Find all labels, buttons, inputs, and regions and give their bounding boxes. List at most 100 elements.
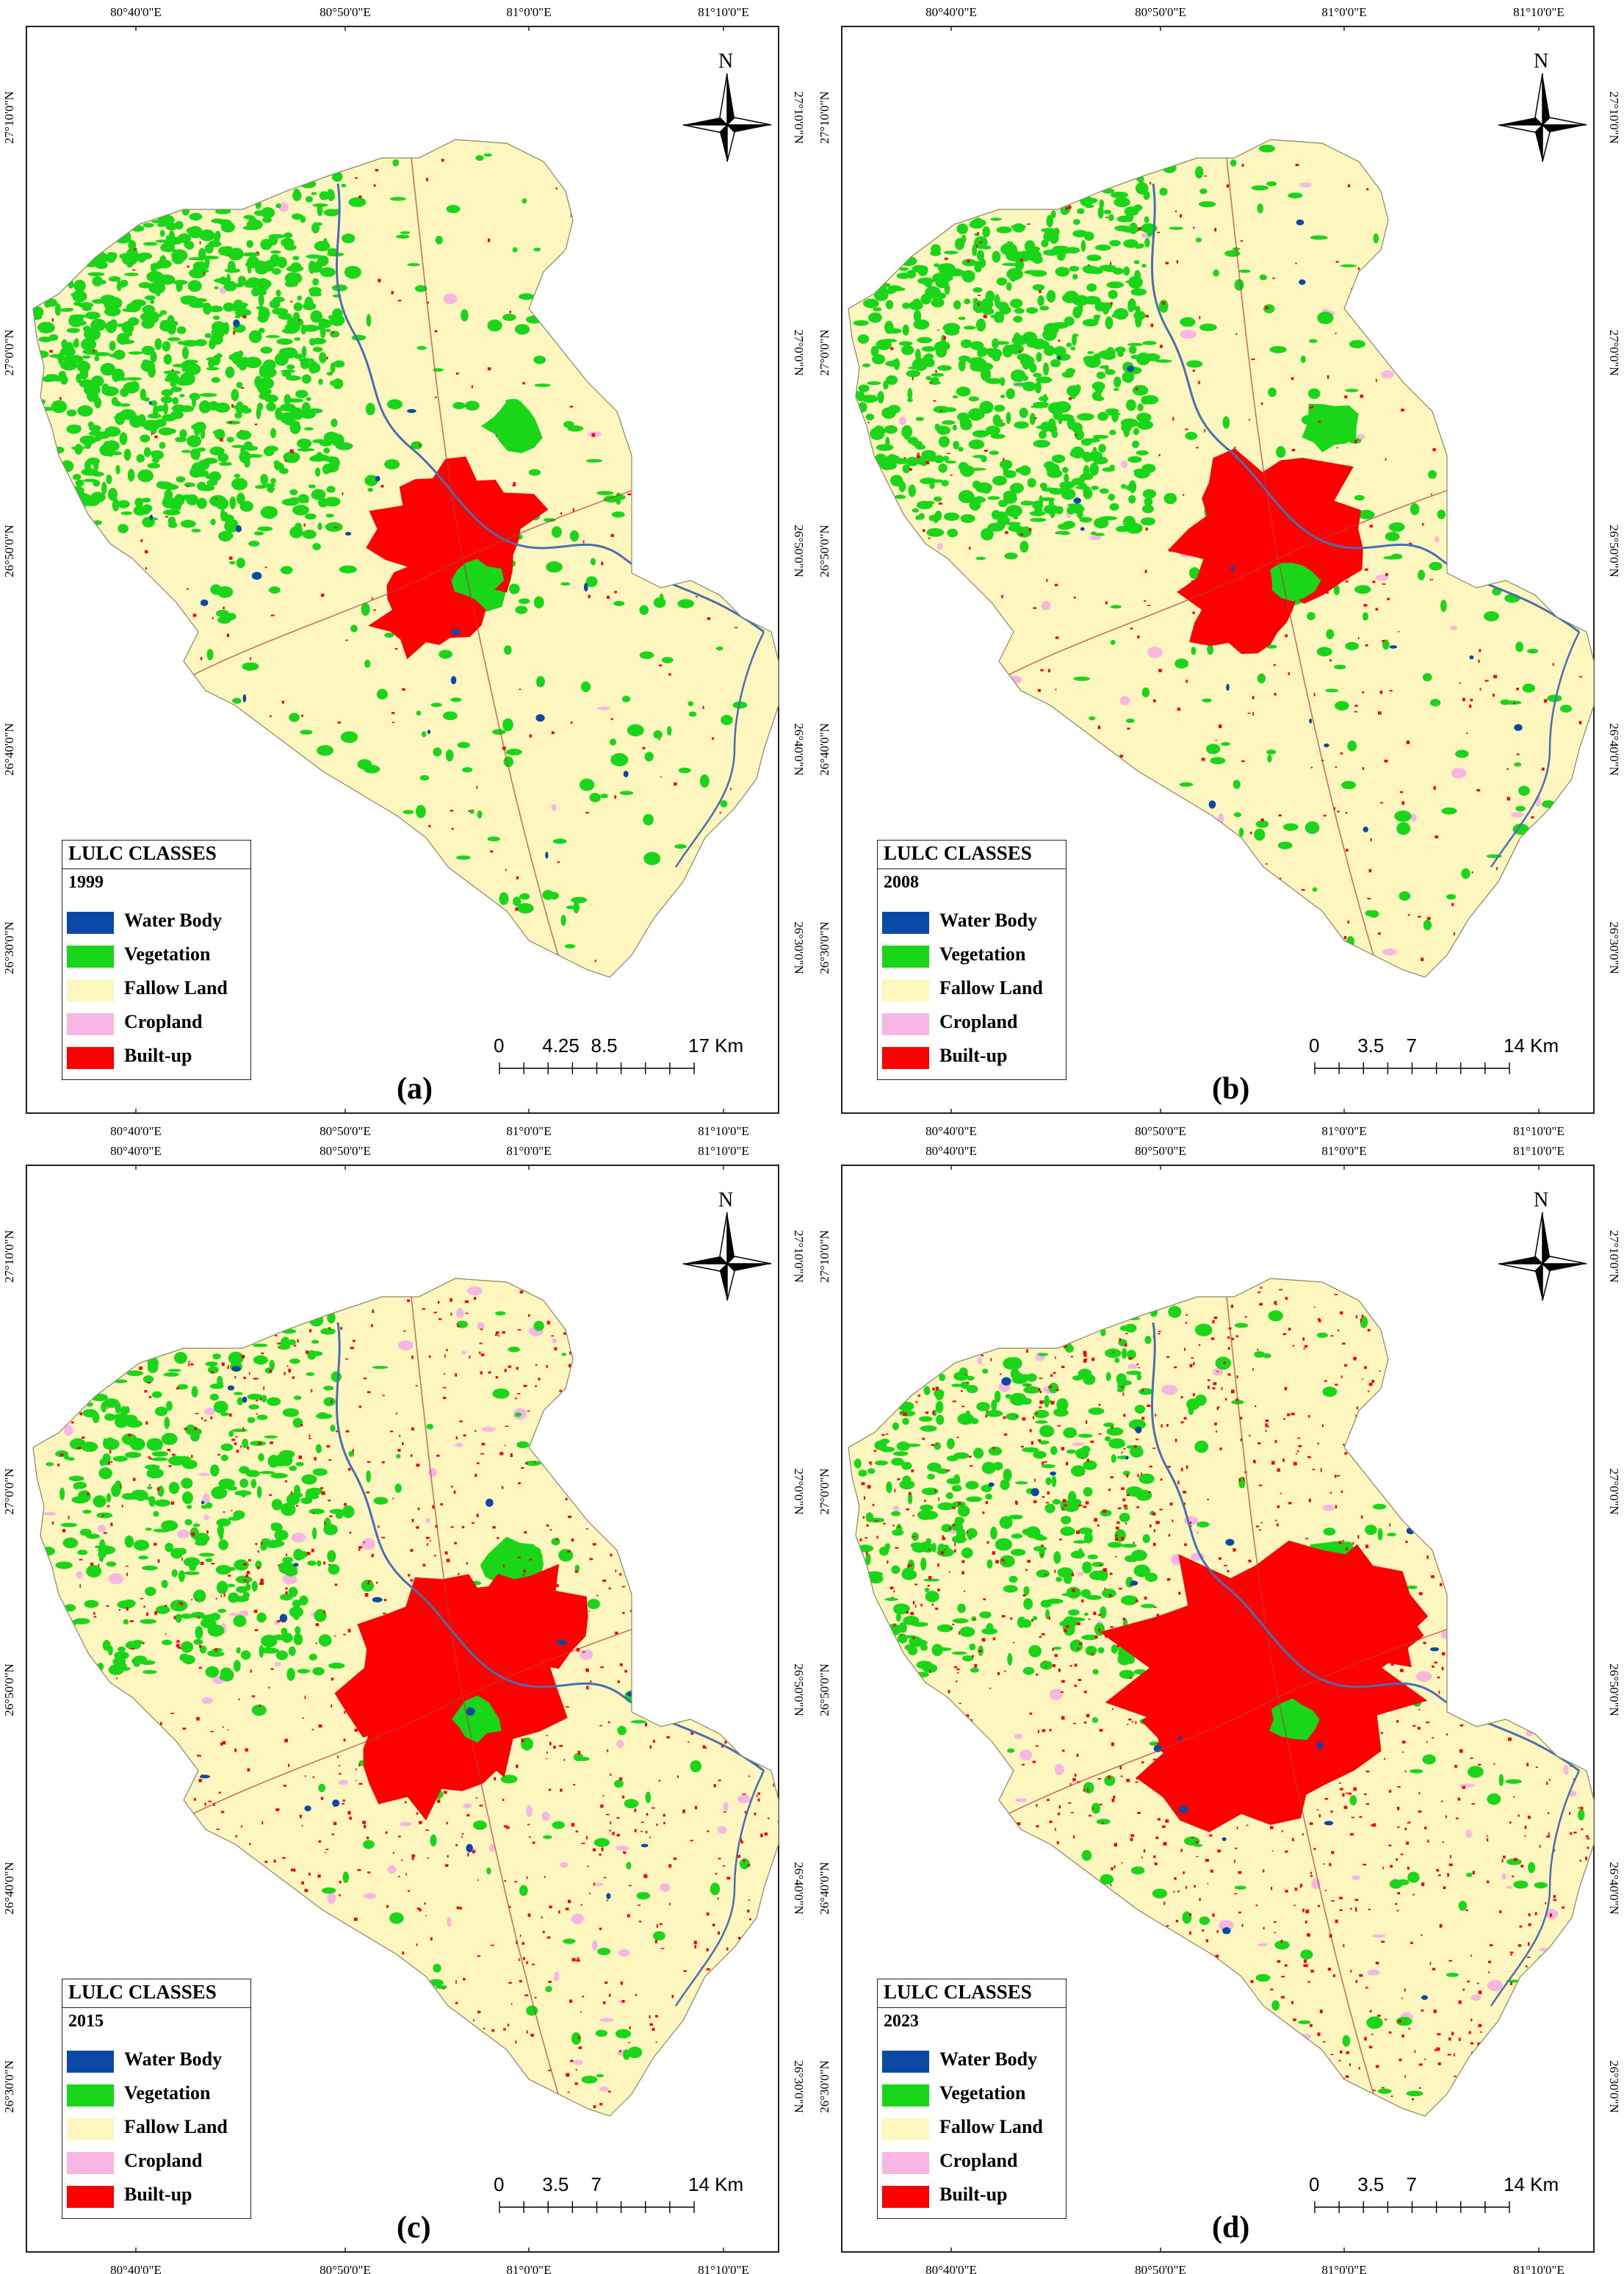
legend-swatch bbox=[882, 1013, 929, 1035]
longitude-label: 80°40'0"E bbox=[110, 2263, 162, 2274]
latitude-label: 26°50'0"N bbox=[1607, 525, 1621, 578]
longitude-label: 80°50'0"E bbox=[320, 5, 371, 19]
legend-year: 2023 bbox=[884, 2012, 919, 2031]
longitude-label: 81°10'0"E bbox=[1513, 2263, 1565, 2274]
legend-label: Water Body bbox=[939, 2048, 1038, 2070]
longitude-label: 81°10'0"E bbox=[698, 1124, 749, 1138]
scale-tick-label: 14 Km bbox=[688, 2173, 744, 2195]
longitude-label: 80°40'0"E bbox=[110, 5, 162, 19]
scale-tick-label: 7 bbox=[1406, 1035, 1417, 1057]
latitude-label: 27°10'0"N bbox=[2, 1230, 16, 1283]
longitude-label: 81°10'0"E bbox=[1513, 1124, 1565, 1138]
legend-swatch bbox=[67, 912, 114, 934]
latitude-label: 27°10'0"N bbox=[2, 91, 16, 144]
north-arrow-icon bbox=[682, 1212, 772, 1301]
latitude-label: 27°10'0"N bbox=[818, 1230, 831, 1283]
legend-year: 2015 bbox=[68, 2012, 104, 2031]
latitude-label: 26°50'0"N bbox=[2, 1663, 16, 1716]
scale-tick-label: 0 bbox=[1309, 2173, 1320, 2195]
north-label: N bbox=[718, 50, 734, 73]
latitude-label: 26°40'0"N bbox=[792, 723, 806, 776]
latitude-label: 27°10'0"N bbox=[1607, 1230, 1621, 1283]
legend-divider bbox=[878, 868, 1066, 869]
longitude-label: 80°50'0"E bbox=[320, 1124, 371, 1138]
legend-swatch bbox=[882, 2051, 929, 2073]
legend-item-fallow: Fallow Land bbox=[67, 976, 243, 1005]
longitude-label: 81°10'0"E bbox=[1513, 5, 1565, 19]
latitude-label: 26°30'0"N bbox=[792, 921, 806, 974]
legend-item-water: Water Body bbox=[67, 2047, 243, 2076]
legend-swatch bbox=[67, 2051, 114, 2073]
legend-swatch bbox=[882, 2118, 929, 2140]
latitude-label: 26°50'0"N bbox=[792, 525, 806, 578]
latitude-label: 26°30'0"N bbox=[818, 921, 831, 974]
map-frame bbox=[26, 26, 779, 1114]
longitude-label: 80°40'0"E bbox=[925, 5, 977, 19]
longitude-label: 80°50'0"E bbox=[1135, 1124, 1186, 1138]
legend-item-builtup: Built-up bbox=[67, 1043, 243, 1073]
scale-bar bbox=[499, 2201, 695, 2213]
north-arrow-icon bbox=[1498, 73, 1587, 162]
north-label: N bbox=[1534, 1189, 1549, 1212]
longitude-label: 81°0'0"E bbox=[1321, 5, 1366, 19]
longitude-label: 80°50'0"E bbox=[1135, 5, 1186, 19]
legend-label: Built-up bbox=[939, 1045, 1008, 1066]
latitude-label: 26°30'0"N bbox=[1607, 921, 1621, 974]
legend-item-vegetation: Vegetation bbox=[882, 2081, 1058, 2110]
scale-tick-label: 7 bbox=[591, 2173, 602, 2195]
latitude-label: 27°0'0"N bbox=[818, 1468, 831, 1514]
legend-item-cropland: Cropland bbox=[882, 2148, 1058, 2178]
scale-tick-label: 0 bbox=[1309, 1035, 1320, 1057]
map-svg-c: 80°40'0"E 80°40'0"E 80°50'0"E 80°50'0"E 81°0… bbox=[2, 1144, 806, 2274]
legend-divider bbox=[62, 2007, 250, 2008]
legend-label: Cropland bbox=[939, 2150, 1018, 2171]
scale-tick-label: 4.25 bbox=[542, 1035, 580, 1057]
legend-swatch bbox=[67, 2186, 114, 2208]
map-frame bbox=[841, 1165, 1595, 2253]
legend-label: Water Body bbox=[124, 2048, 223, 2070]
legend-label: Fallow Land bbox=[939, 977, 1043, 999]
legend-swatch bbox=[882, 2186, 929, 2208]
longitude-label: 80°50'0"E bbox=[1135, 1144, 1186, 1158]
north-label: N bbox=[718, 1189, 734, 1212]
map-frame bbox=[26, 1165, 779, 2253]
map-panel-d: 80°40'0"E 80°40'0"E 80°50'0"E 80°50'0"E 81°0… bbox=[815, 1139, 1624, 2274]
scale-tick-label: 0 bbox=[494, 2173, 505, 2195]
legend-label: Built-up bbox=[124, 1045, 192, 1066]
legend-item-builtup: Built-up bbox=[882, 1043, 1058, 1073]
latitude-label: 27°0'0"N bbox=[792, 1468, 806, 1514]
legend-item-vegetation: Vegetation bbox=[67, 2081, 243, 2110]
legend-title: LULC CLASSES bbox=[68, 1981, 217, 2003]
legend-box: LULC CLASSES 2008 Water Body Vegetation Fall… bbox=[877, 840, 1067, 1080]
map-svg-d: 80°40'0"E 80°40'0"E 80°50'0"E 80°50'0"E 81°0… bbox=[818, 1144, 1621, 2274]
longitude-label: 80°40'0"E bbox=[925, 1124, 977, 1138]
legend-label: Water Body bbox=[939, 910, 1038, 931]
longitude-label: 81°0'0"E bbox=[506, 1124, 551, 1138]
scale-tick-label: 7 bbox=[1406, 2173, 1417, 2195]
legend-swatch bbox=[67, 979, 114, 1001]
legend-label: Built-up bbox=[939, 2184, 1008, 2205]
scale-tick-label: 0 bbox=[494, 1035, 505, 1057]
legend-swatch bbox=[67, 2084, 114, 2106]
legend-box: LULC CLASSES 2015 Water Body Vegetation Fall… bbox=[62, 1979, 251, 2219]
legend-item-water: Water Body bbox=[882, 908, 1058, 938]
legend-item-water: Water Body bbox=[882, 2047, 1058, 2076]
legend-item-water: Water Body bbox=[67, 908, 243, 938]
latitude-label: 27°10'0"N bbox=[818, 91, 831, 144]
lulc-layer bbox=[853, 144, 1583, 961]
legend-swatch bbox=[882, 912, 929, 934]
lulc-layer bbox=[853, 1287, 1590, 2101]
latitude-label: 26°50'0"N bbox=[792, 1663, 806, 1716]
north-label: N bbox=[1534, 50, 1549, 73]
legend-label: Vegetation bbox=[124, 2082, 211, 2104]
panel-label: (a) bbox=[397, 1072, 433, 1106]
legend-swatch bbox=[67, 946, 114, 968]
legend-item-fallow: Fallow Land bbox=[882, 2115, 1058, 2144]
legend-divider bbox=[62, 868, 250, 869]
legend-swatch bbox=[67, 2118, 114, 2140]
legend-label: Fallow Land bbox=[939, 2116, 1043, 2137]
latitude-label: 26°50'0"N bbox=[818, 525, 831, 578]
latitude-label: 26°40'0"N bbox=[792, 1862, 806, 1915]
legend-label: Fallow Land bbox=[124, 977, 228, 999]
latitude-label: 26°40'0"N bbox=[818, 723, 831, 776]
